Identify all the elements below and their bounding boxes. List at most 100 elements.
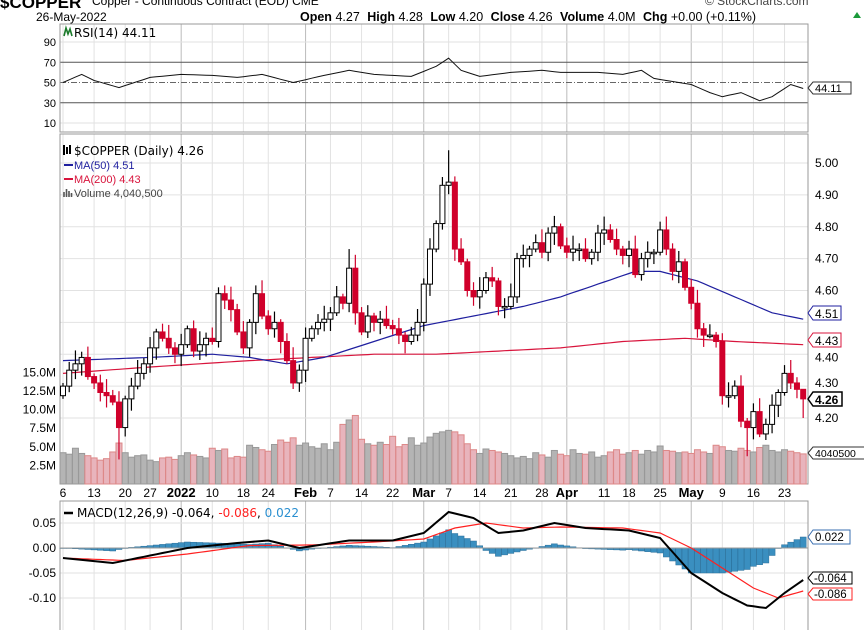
- candle-up: [252, 293, 259, 323]
- candle-up: [296, 369, 303, 384]
- macd-histogram-bar: [445, 529, 452, 549]
- candle-down: [800, 388, 807, 400]
- volume-bar: [264, 450, 272, 485]
- volume-bar: [482, 448, 490, 485]
- x-tick-label: 10: [206, 486, 220, 500]
- macd-histogram-bar: [495, 547, 502, 557]
- volume-bar: [84, 455, 92, 485]
- volume-bar: [613, 449, 621, 485]
- signal-legend-value: -0.086: [218, 506, 257, 520]
- candle-down: [402, 334, 409, 342]
- volume-bar: [637, 453, 645, 485]
- candle-down: [171, 347, 178, 355]
- volume-bar: [725, 449, 733, 485]
- macd-histogram-bar: [762, 547, 770, 564]
- macd-histogram-bar: [663, 547, 670, 558]
- candle-up: [532, 242, 539, 250]
- candle-down: [234, 309, 241, 333]
- value-tags: 44.11 4.51 4.43 4.26 4040500 0.022 -0.06…: [807, 81, 864, 601]
- x-tick-label: 23: [778, 486, 792, 500]
- candle-up: [153, 331, 160, 349]
- candle-up: [246, 321, 253, 349]
- volume-bar: [799, 453, 807, 485]
- candle-down: [557, 226, 564, 247]
- candle-down: [756, 411, 763, 435]
- volume-bar: [600, 455, 608, 485]
- candle-down: [669, 248, 676, 272]
- macd-histogram-bar: [656, 547, 664, 554]
- volume-bar: [364, 443, 372, 485]
- volume-legend-text: Volume 4,040,500: [74, 188, 163, 200]
- quote-date: 26-May-2022: [36, 10, 107, 24]
- close-value-tag: 4.26: [807, 391, 843, 407]
- candle-down: [582, 248, 589, 260]
- candle-up: [414, 321, 421, 336]
- volume-bar: [793, 452, 801, 485]
- macd-histogram-bar: [743, 547, 751, 570]
- price-legend: $COPPER (Daily) 4.26 MA(50) 4.51 MA(200)…: [63, 144, 204, 200]
- candle-up: [308, 328, 315, 339]
- macd-histogram-bar: [408, 544, 415, 549]
- open-value: 4.27: [335, 10, 359, 24]
- ma200-line: [62, 337, 804, 374]
- price-tick-label: 4.90: [815, 188, 839, 202]
- macd-histogram-bar: [507, 547, 515, 554]
- volume-bar: [581, 453, 589, 485]
- x-tick-label: May: [679, 485, 705, 500]
- candle-up: [327, 312, 334, 320]
- price-tick-label: 4.80: [815, 220, 839, 234]
- x-tick-label: 27: [143, 486, 157, 500]
- volume-bar: [345, 419, 353, 485]
- volume-bar: [65, 453, 73, 485]
- x-tick-label: 22: [386, 486, 400, 500]
- rsi-panel: [59, 23, 809, 133]
- volume-tick-label: 5.0M: [29, 440, 56, 454]
- candle-up: [601, 229, 608, 234]
- macd-legend: MACD(12,26,9) -0.064, -0.086, 0.022: [64, 506, 299, 520]
- svg-text:-0.064: -0.064: [814, 573, 847, 585]
- volume-tick-label: 2.5M: [29, 458, 56, 472]
- volume-bar: [563, 455, 571, 485]
- candle-icon: [63, 145, 71, 155]
- candle-up: [72, 363, 79, 371]
- x-tick-label: Feb: [294, 485, 317, 500]
- volume-bar: [277, 439, 285, 485]
- candle-down: [165, 337, 172, 349]
- candle-up: [551, 226, 558, 234]
- candle-up: [122, 398, 129, 429]
- candle-down: [389, 325, 396, 330]
- macd-panel: [59, 500, 809, 630]
- signal-value-tag: -0.086: [807, 587, 853, 601]
- volume-bar: [494, 451, 502, 485]
- candle-up: [514, 258, 521, 298]
- volume-bar: [438, 431, 446, 485]
- volume-bar: [78, 452, 86, 485]
- rsi-tick-label: 50: [44, 78, 56, 90]
- macd-histogram-bar: [439, 532, 446, 549]
- candle-down: [259, 293, 266, 317]
- candle-up: [750, 411, 757, 429]
- open-label: Open: [300, 10, 332, 24]
- svg-text:4.26: 4.26: [815, 393, 839, 407]
- macd-histogram-bar: [551, 543, 558, 549]
- volume-bar: [358, 438, 366, 485]
- volume-bar: [569, 449, 577, 485]
- rsi-value-tag: 44.11: [807, 81, 852, 95]
- volume-bar: [208, 447, 216, 485]
- volume-bar: [320, 443, 328, 485]
- candle-up: [321, 318, 328, 323]
- x-tick-label: 21: [504, 486, 518, 500]
- macd-legend-name: MACD(12,26,9): [77, 506, 168, 520]
- volume-bar: [432, 432, 440, 485]
- candle-up: [507, 296, 514, 307]
- candle-down: [700, 328, 707, 336]
- macd-histogram-bar: [644, 547, 651, 552]
- x-tick-label: 14: [355, 486, 369, 500]
- volume-bar: [781, 449, 789, 485]
- rsi-layer: [62, 57, 804, 102]
- macd-histogram-bar: [768, 547, 776, 556]
- volume-bar: [177, 455, 185, 485]
- rsi-tick-label: 70: [44, 57, 56, 69]
- volume-bar: [376, 441, 384, 485]
- volume-bar: [395, 446, 403, 485]
